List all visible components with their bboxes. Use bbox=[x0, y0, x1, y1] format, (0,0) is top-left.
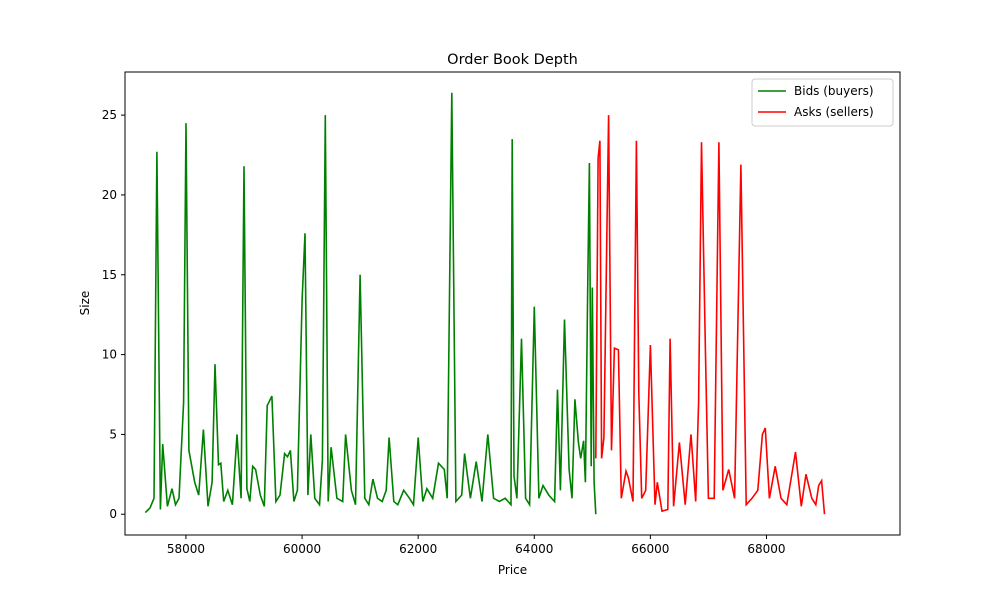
x-tick-label: 58000 bbox=[167, 542, 205, 556]
y-tick-label: 20 bbox=[102, 188, 117, 202]
x-tick-label: 64000 bbox=[515, 542, 553, 556]
axes-frame bbox=[124, 71, 901, 536]
y-axis-label: Size bbox=[78, 291, 92, 316]
x-tick-label: 60000 bbox=[283, 542, 321, 556]
plot-area bbox=[144, 92, 826, 515]
x-axis-label: Price bbox=[498, 563, 527, 577]
legend-label: Asks (sellers) bbox=[794, 105, 874, 119]
legend-box bbox=[751, 78, 894, 127]
legend: Bids (buyers) Asks (sellers) bbox=[751, 78, 894, 127]
x-tick-label: 62000 bbox=[399, 542, 437, 556]
legend-label: Bids (buyers) bbox=[794, 84, 874, 98]
y-tick-label: 0 bbox=[109, 507, 117, 521]
y-tick-label: 15 bbox=[102, 268, 117, 282]
y-tick-label: 10 bbox=[102, 348, 117, 362]
x-tick-label: 66000 bbox=[631, 542, 669, 556]
asks-series-line bbox=[595, 115, 826, 515]
y-tick-label: 5 bbox=[109, 427, 117, 441]
bids-series-line bbox=[144, 92, 597, 515]
chart-title: Order Book Depth bbox=[447, 52, 578, 68]
axes: 58000 60000 62000 64000 66000 68000 0 5 10 15 20 25 bbox=[102, 71, 901, 556]
y-tick-label: 25 bbox=[102, 108, 117, 122]
x-tick-label: 68000 bbox=[747, 542, 785, 556]
